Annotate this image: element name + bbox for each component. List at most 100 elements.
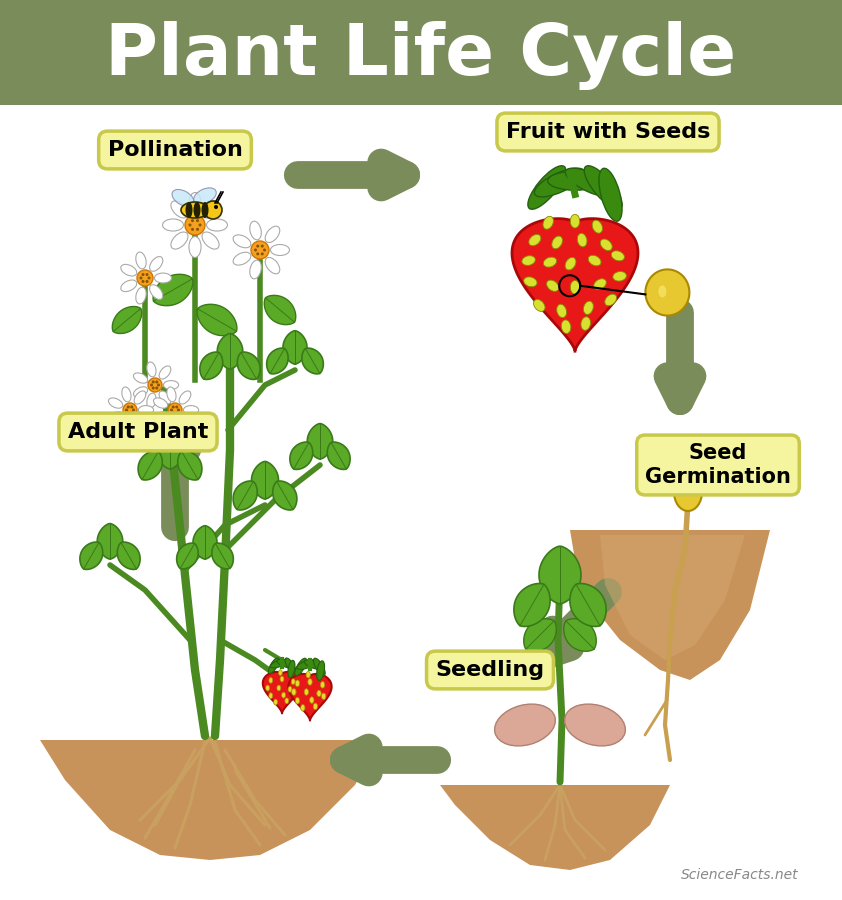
Circle shape xyxy=(146,273,148,276)
Text: ScienceFacts.net: ScienceFacts.net xyxy=(681,868,799,882)
Circle shape xyxy=(172,411,175,415)
Polygon shape xyxy=(212,543,233,569)
Polygon shape xyxy=(512,219,638,351)
Circle shape xyxy=(172,406,175,409)
Text: Adult Plant: Adult Plant xyxy=(68,422,208,442)
Ellipse shape xyxy=(202,232,219,249)
Ellipse shape xyxy=(297,660,316,670)
Circle shape xyxy=(150,383,153,386)
Ellipse shape xyxy=(233,235,251,248)
Polygon shape xyxy=(302,348,323,374)
Ellipse shape xyxy=(292,689,296,695)
Ellipse shape xyxy=(250,221,261,239)
Ellipse shape xyxy=(562,320,571,334)
Polygon shape xyxy=(178,451,202,480)
Text: Seed
Germination: Seed Germination xyxy=(645,444,791,487)
Polygon shape xyxy=(193,526,217,559)
Ellipse shape xyxy=(291,688,296,695)
Ellipse shape xyxy=(159,391,171,404)
Polygon shape xyxy=(290,442,312,470)
Ellipse shape xyxy=(153,412,168,422)
Ellipse shape xyxy=(201,202,209,218)
Circle shape xyxy=(256,245,259,248)
Circle shape xyxy=(148,378,162,392)
Ellipse shape xyxy=(134,416,146,429)
Ellipse shape xyxy=(269,693,273,698)
Ellipse shape xyxy=(322,693,326,699)
Ellipse shape xyxy=(194,202,200,218)
Ellipse shape xyxy=(546,280,559,292)
Ellipse shape xyxy=(163,381,179,390)
Ellipse shape xyxy=(189,237,201,257)
Ellipse shape xyxy=(611,251,625,261)
Bar xyxy=(0,0,842,105)
Text: Plant Life Cycle: Plant Life Cycle xyxy=(105,21,737,89)
Circle shape xyxy=(127,411,130,415)
Circle shape xyxy=(152,386,155,390)
Text: Pollination: Pollination xyxy=(108,140,242,160)
Ellipse shape xyxy=(269,678,273,683)
Polygon shape xyxy=(514,583,550,626)
Ellipse shape xyxy=(313,658,325,676)
Ellipse shape xyxy=(321,681,325,688)
Ellipse shape xyxy=(524,277,537,287)
Circle shape xyxy=(131,406,133,409)
Circle shape xyxy=(131,411,133,415)
Polygon shape xyxy=(570,530,770,680)
Polygon shape xyxy=(157,431,184,469)
Ellipse shape xyxy=(147,393,156,408)
Ellipse shape xyxy=(172,190,194,206)
Ellipse shape xyxy=(154,273,172,283)
Polygon shape xyxy=(263,672,301,713)
Polygon shape xyxy=(98,524,123,559)
Circle shape xyxy=(256,252,259,256)
Ellipse shape xyxy=(534,300,545,311)
Circle shape xyxy=(152,381,155,383)
Ellipse shape xyxy=(134,387,147,397)
Ellipse shape xyxy=(274,699,278,705)
Polygon shape xyxy=(200,352,222,380)
Polygon shape xyxy=(570,583,606,626)
Ellipse shape xyxy=(528,166,566,210)
Ellipse shape xyxy=(594,279,606,290)
Circle shape xyxy=(175,411,179,415)
Ellipse shape xyxy=(565,257,576,270)
Circle shape xyxy=(123,403,137,417)
Polygon shape xyxy=(233,481,258,510)
Ellipse shape xyxy=(202,201,219,218)
Ellipse shape xyxy=(120,280,136,292)
Circle shape xyxy=(168,403,182,417)
Circle shape xyxy=(191,220,194,222)
Polygon shape xyxy=(328,442,350,470)
Ellipse shape xyxy=(317,661,324,680)
Ellipse shape xyxy=(285,698,289,704)
Polygon shape xyxy=(524,618,557,652)
Ellipse shape xyxy=(308,679,312,685)
Polygon shape xyxy=(273,481,297,510)
Polygon shape xyxy=(112,307,141,334)
Polygon shape xyxy=(197,304,237,336)
Ellipse shape xyxy=(150,284,163,300)
Circle shape xyxy=(185,215,205,235)
Polygon shape xyxy=(600,535,745,660)
Circle shape xyxy=(261,252,264,256)
Circle shape xyxy=(177,409,180,411)
Ellipse shape xyxy=(285,658,296,673)
Polygon shape xyxy=(307,424,333,459)
Polygon shape xyxy=(289,674,332,720)
Ellipse shape xyxy=(265,226,280,242)
Ellipse shape xyxy=(613,272,626,281)
Text: Fruit with Seeds: Fruit with Seeds xyxy=(506,122,710,142)
Ellipse shape xyxy=(279,670,282,676)
Ellipse shape xyxy=(605,294,616,306)
Ellipse shape xyxy=(136,287,147,304)
Circle shape xyxy=(189,223,191,227)
Circle shape xyxy=(141,280,145,283)
Ellipse shape xyxy=(678,477,688,491)
Polygon shape xyxy=(646,269,690,316)
Ellipse shape xyxy=(288,687,292,692)
Ellipse shape xyxy=(122,418,131,433)
Ellipse shape xyxy=(122,387,131,402)
Polygon shape xyxy=(80,542,103,570)
Circle shape xyxy=(127,406,130,409)
